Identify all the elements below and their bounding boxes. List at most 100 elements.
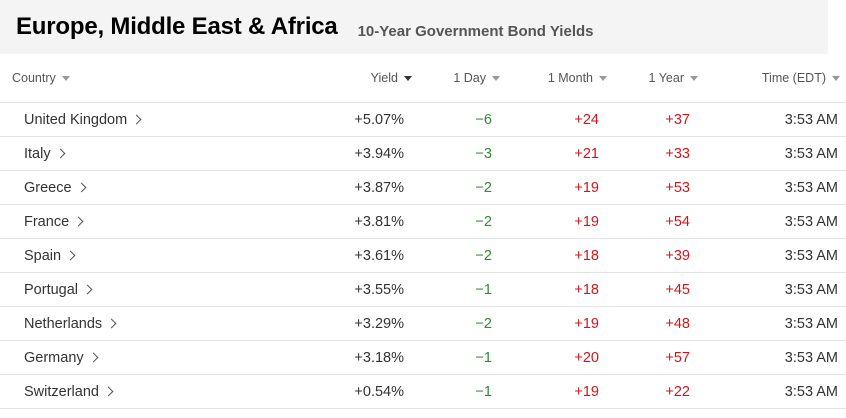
yield-cell: +3.94% — [222, 136, 412, 171]
table-row: United Kingdom +5.07% −6 +24 +37 3:53 AM — [0, 102, 846, 137]
time-cell: 3:53 AM — [698, 136, 846, 171]
sort-caret-icon — [832, 76, 840, 82]
table-row: Germany +3.18% −1 +20 +57 3:53 AM — [0, 340, 846, 375]
yield-cell: +3.55% — [222, 272, 412, 307]
country-link[interactable]: Switzerland — [24, 383, 99, 400]
country-link[interactable]: Italy — [24, 145, 51, 162]
page-subtitle: 10-Year Government Bond Yields — [357, 22, 594, 40]
1-year-change-cell: +37 — [607, 102, 698, 137]
yield-cell: +0.54% — [222, 374, 412, 409]
1-day-change-cell: −2 — [412, 170, 500, 205]
yield-cell: +3.18% — [222, 340, 412, 375]
chevron-right-icon — [103, 386, 114, 396]
1-day-change-cell: −1 — [412, 340, 500, 375]
1-month-change-cell: +18 — [500, 238, 607, 273]
yield-cell: +3.61% — [222, 238, 412, 273]
column-header-country[interactable]: Country — [0, 54, 222, 103]
1-year-change-cell: +53 — [607, 170, 698, 205]
1-year-change-cell: +33 — [607, 136, 698, 171]
1-year-change-cell: +22 — [607, 374, 698, 409]
1-day-change-cell: −1 — [412, 374, 500, 409]
time-cell: 3:53 AM — [698, 238, 846, 273]
country-cell[interactable]: France — [0, 204, 222, 239]
column-header-1-day[interactable]: 1 Day — [412, 54, 500, 103]
time-cell: 3:53 AM — [698, 306, 846, 341]
column-header-time-label: Time (EDT) — [761, 71, 826, 85]
yield-cell: +5.07% — [222, 102, 412, 137]
page-title: Europe, Middle East & Africa — [16, 13, 338, 40]
country-cell[interactable]: United Kingdom — [0, 102, 222, 137]
1-year-change-cell: +39 — [607, 238, 698, 273]
country-link[interactable]: Netherlands — [24, 315, 103, 332]
country-link[interactable]: United Kingdom — [24, 111, 128, 128]
column-header-1-month-label: 1 Month — [547, 71, 593, 85]
table-row: Portugal +3.55% −1 +18 +45 3:53 AM — [0, 272, 846, 307]
1-day-change-cell: −1 — [412, 272, 500, 307]
country-cell[interactable]: Switzerland — [0, 374, 222, 409]
time-cell: 3:53 AM — [698, 340, 846, 375]
table-row: Switzerland +0.54% −1 +19 +22 3:53 AM — [0, 374, 846, 409]
table-row: France +3.81% −2 +19 +54 3:53 AM — [0, 204, 846, 239]
column-header-1-month[interactable]: 1 Month — [500, 54, 607, 103]
table-row: Netherlands +3.29% −2 +19 +48 3:53 AM — [0, 306, 846, 341]
1-year-change-cell: +57 — [607, 340, 698, 375]
country-cell[interactable]: Greece — [0, 170, 222, 205]
1-month-change-cell: +19 — [500, 204, 607, 239]
chevron-right-icon — [55, 148, 66, 158]
yield-cell: +3.87% — [222, 170, 412, 205]
time-cell: 3:53 AM — [698, 170, 846, 205]
chevron-right-icon — [65, 250, 76, 260]
1-day-change-cell: −2 — [412, 238, 500, 273]
table-row: Spain +3.61% −2 +18 +39 3:53 AM — [0, 238, 846, 273]
column-header-1-year[interactable]: 1 Year — [607, 54, 698, 103]
bond-yields-table: Country Yield 1 Day 1 Month 1 Year Time … — [0, 54, 846, 409]
chevron-right-icon — [76, 182, 87, 192]
1-year-change-cell: +48 — [607, 306, 698, 341]
1-month-change-cell: +18 — [500, 272, 607, 307]
sort-caret-icon — [690, 76, 698, 82]
column-header-country-label: Country — [12, 71, 56, 85]
country-link[interactable]: France — [24, 213, 70, 230]
country-cell[interactable]: Netherlands — [0, 306, 222, 341]
1-month-change-cell: +19 — [500, 170, 607, 205]
chevron-right-icon — [82, 284, 93, 294]
chevron-right-icon — [73, 216, 84, 226]
1-month-change-cell: +19 — [500, 306, 607, 341]
country-cell[interactable]: Italy — [0, 136, 222, 171]
country-link[interactable]: Greece — [24, 179, 72, 196]
1-month-change-cell: +24 — [500, 102, 607, 137]
table-header-row: Country Yield 1 Day 1 Month 1 Year Time … — [0, 54, 846, 103]
column-header-time[interactable]: Time (EDT) — [698, 54, 846, 103]
time-cell: 3:53 AM — [698, 272, 846, 307]
country-cell[interactable]: Portugal — [0, 272, 222, 307]
column-header-yield-label: Yield — [370, 71, 398, 85]
table-row: Greece +3.87% −2 +19 +53 3:53 AM — [0, 170, 846, 205]
column-header-yield[interactable]: Yield — [222, 54, 412, 103]
chevron-right-icon — [88, 352, 99, 362]
column-header-1-year-label: 1 Year — [648, 71, 684, 85]
1-month-change-cell: +20 — [500, 340, 607, 375]
1-day-change-cell: −6 — [412, 102, 500, 137]
widget-header: Europe, Middle East & Africa 10-Year Gov… — [0, 0, 828, 54]
country-link[interactable]: Germany — [24, 349, 84, 366]
sort-caret-icon — [492, 76, 500, 82]
1-month-change-cell: +21 — [500, 136, 607, 171]
sort-caret-icon — [599, 76, 607, 82]
1-day-change-cell: −2 — [412, 306, 500, 341]
column-header-1-day-label: 1 Day — [453, 71, 486, 85]
time-cell: 3:53 AM — [698, 374, 846, 409]
1-day-change-cell: −2 — [412, 204, 500, 239]
country-link[interactable]: Spain — [24, 247, 62, 264]
time-cell: 3:53 AM — [698, 102, 846, 137]
time-cell: 3:53 AM — [698, 204, 846, 239]
country-cell[interactable]: Germany — [0, 340, 222, 375]
table-body: United Kingdom +5.07% −6 +24 +37 3:53 AM… — [0, 102, 846, 409]
table-row: Italy +3.94% −3 +21 +33 3:53 AM — [0, 136, 846, 171]
chevron-right-icon — [131, 114, 142, 124]
country-cell[interactable]: Spain — [0, 238, 222, 273]
yield-cell: +3.81% — [222, 204, 412, 239]
1-day-change-cell: −3 — [412, 136, 500, 171]
country-link[interactable]: Portugal — [24, 281, 79, 298]
sort-caret-icon — [404, 76, 412, 82]
bond-yields-widget: Europe, Middle East & Africa 10-Year Gov… — [0, 0, 846, 409]
